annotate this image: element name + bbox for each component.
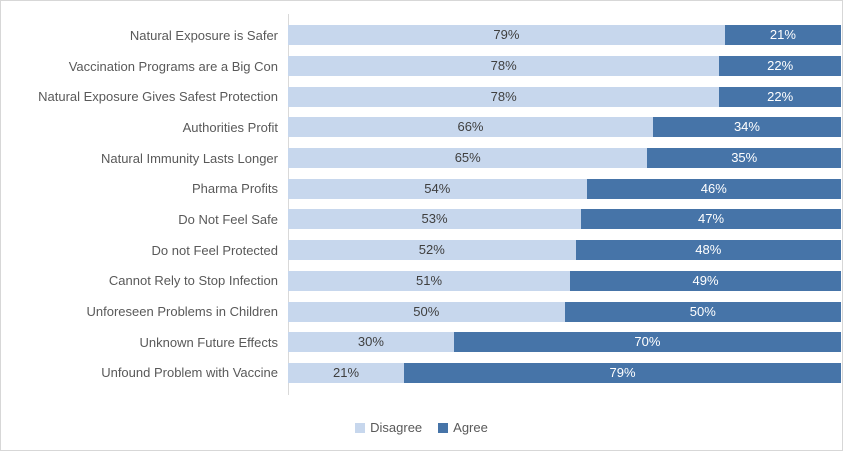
category-label: Unknown Future Effects <box>139 334 279 350</box>
value-label: 21% <box>769 27 796 43</box>
agree-bar-segment: 22% <box>719 56 841 77</box>
value-label: 30% <box>357 334 384 350</box>
disagree-bar-segment: 51% <box>288 270 571 291</box>
value-label: 79% <box>493 27 520 43</box>
disagree-bar-segment: 52% <box>288 240 576 261</box>
agree-bar-segment: 48% <box>575 240 841 261</box>
agree-swatch-icon <box>438 422 449 433</box>
value-label: 66% <box>457 119 484 135</box>
category-label: Natural Exposure is Safer <box>129 27 278 43</box>
agree-bar-segment: 35% <box>647 148 841 169</box>
value-label: 53% <box>421 211 448 227</box>
bar-track: 79% 21% <box>288 25 841 46</box>
value-label: 22% <box>767 58 794 74</box>
agree-bar-segment: 79% <box>404 362 841 383</box>
value-label: 47% <box>698 211 725 227</box>
disagree-bar-segment: 21% <box>288 362 405 383</box>
disagree-bar-segment: 78% <box>288 56 720 77</box>
value-label: 50% <box>689 303 716 319</box>
bar-track: 78% 22% <box>288 86 841 107</box>
value-label: 22% <box>767 88 794 104</box>
category-label: Natural Immunity Lasts Longer <box>100 150 278 166</box>
disagree-bar-segment: 78% <box>288 86 720 107</box>
bar-track: 52% 48% <box>288 240 841 261</box>
bar-row: Do Not Feel Safe 53% 47% <box>1 204 841 235</box>
disagree-bar-segment: 65% <box>288 148 648 169</box>
agree-bar-segment: 50% <box>564 301 841 322</box>
agree-bar-segment: 22% <box>719 86 841 107</box>
bar-row: Vaccination Programs are a Big Con 78% 22% <box>1 51 841 82</box>
agree-bar-segment: 21% <box>724 25 841 46</box>
value-label: 48% <box>695 242 722 258</box>
agree-bar-segment: 34% <box>652 117 841 138</box>
legend-item-agree: Agree <box>438 420 488 435</box>
disagree-bar-segment: 50% <box>288 301 565 322</box>
category-axis-line <box>288 14 289 395</box>
bar-row: Unknown Future Effects 30% 70% <box>1 327 841 358</box>
value-label: 21% <box>333 364 360 380</box>
value-label: 35% <box>731 150 758 166</box>
disagree-bar-segment: 53% <box>288 209 582 230</box>
bar-track: 54% 46% <box>288 178 841 199</box>
bar-row: Natural Exposure is Safer 79% 21% <box>1 20 841 51</box>
category-label: Cannot Rely to Stop Infection <box>108 273 278 289</box>
plot-area: Natural Exposure is Safer 79% 21% Vaccinati… <box>1 20 841 388</box>
value-label: 50% <box>413 303 440 319</box>
bar-row: Do not Feel Protected 52% 48% <box>1 235 841 266</box>
disagree-bar-segment: 30% <box>288 332 454 353</box>
category-label: Unforeseen Problems in Children <box>86 304 278 320</box>
category-label: Pharma Profits <box>192 181 278 197</box>
agree-bar-segment: 70% <box>453 332 841 353</box>
value-label: 52% <box>418 242 445 258</box>
bar-track: 53% 47% <box>288 209 841 230</box>
bar-track: 66% 34% <box>288 117 841 138</box>
legend-label-agree: Agree <box>453 420 488 435</box>
disagree-bar-segment: 79% <box>288 25 725 46</box>
bar-row: Natural Exposure Gives Safest Protection… <box>1 81 841 112</box>
bar-track: 21% 79% <box>288 362 841 383</box>
category-label: Natural Exposure Gives Safest Protection <box>38 89 278 105</box>
agree-bar-segment: 49% <box>570 270 841 291</box>
bar-row: Natural Immunity Lasts Longer 65% 35% <box>1 143 841 174</box>
value-label: 46% <box>700 180 727 196</box>
category-label: Vaccination Programs are a Big Con <box>68 58 278 74</box>
bar-track: 30% 70% <box>288 332 841 353</box>
bar-track: 50% 50% <box>288 301 841 322</box>
legend: Disagree Agree <box>1 420 842 435</box>
legend-label-disagree: Disagree <box>370 420 423 435</box>
bar-row: Cannot Rely to Stop Infection 51% 49% <box>1 266 841 297</box>
disagree-swatch-icon <box>355 422 366 433</box>
value-label: 34% <box>733 119 760 135</box>
bar-row: Unfound Problem with Vaccine 21% 79% <box>1 358 841 389</box>
value-label: 78% <box>490 88 517 104</box>
value-label: 51% <box>415 272 443 288</box>
bar-row: Pharma Profits 54% 46% <box>1 173 841 204</box>
value-label: 65% <box>454 150 481 166</box>
category-label: Authorities Profit <box>182 119 278 135</box>
disagree-bar-segment: 66% <box>288 117 653 138</box>
bar-track: 51% 49% <box>288 270 841 291</box>
agree-bar-segment: 47% <box>581 209 841 230</box>
agree-bar-segment: 46% <box>586 178 841 199</box>
value-label: 54% <box>424 180 451 196</box>
bar-row: Authorities Profit 66% 34% <box>1 112 841 143</box>
value-label: 49% <box>692 272 719 288</box>
bar-track: 65% 35% <box>288 148 841 169</box>
category-label: Unfound Problem with Vaccine <box>101 365 278 381</box>
legend-item-disagree: Disagree <box>355 420 422 435</box>
disagree-bar-segment: 54% <box>288 178 587 199</box>
value-label: 70% <box>634 334 661 350</box>
bar-row: Unforeseen Problems in Children 50% 50% <box>1 296 841 327</box>
category-label: Do not Feel Protected <box>151 242 278 258</box>
value-label: 79% <box>609 364 636 380</box>
category-label: Do Not Feel Safe <box>178 211 278 227</box>
value-label: 78% <box>490 58 517 74</box>
bar-track: 78% 22% <box>288 56 841 77</box>
